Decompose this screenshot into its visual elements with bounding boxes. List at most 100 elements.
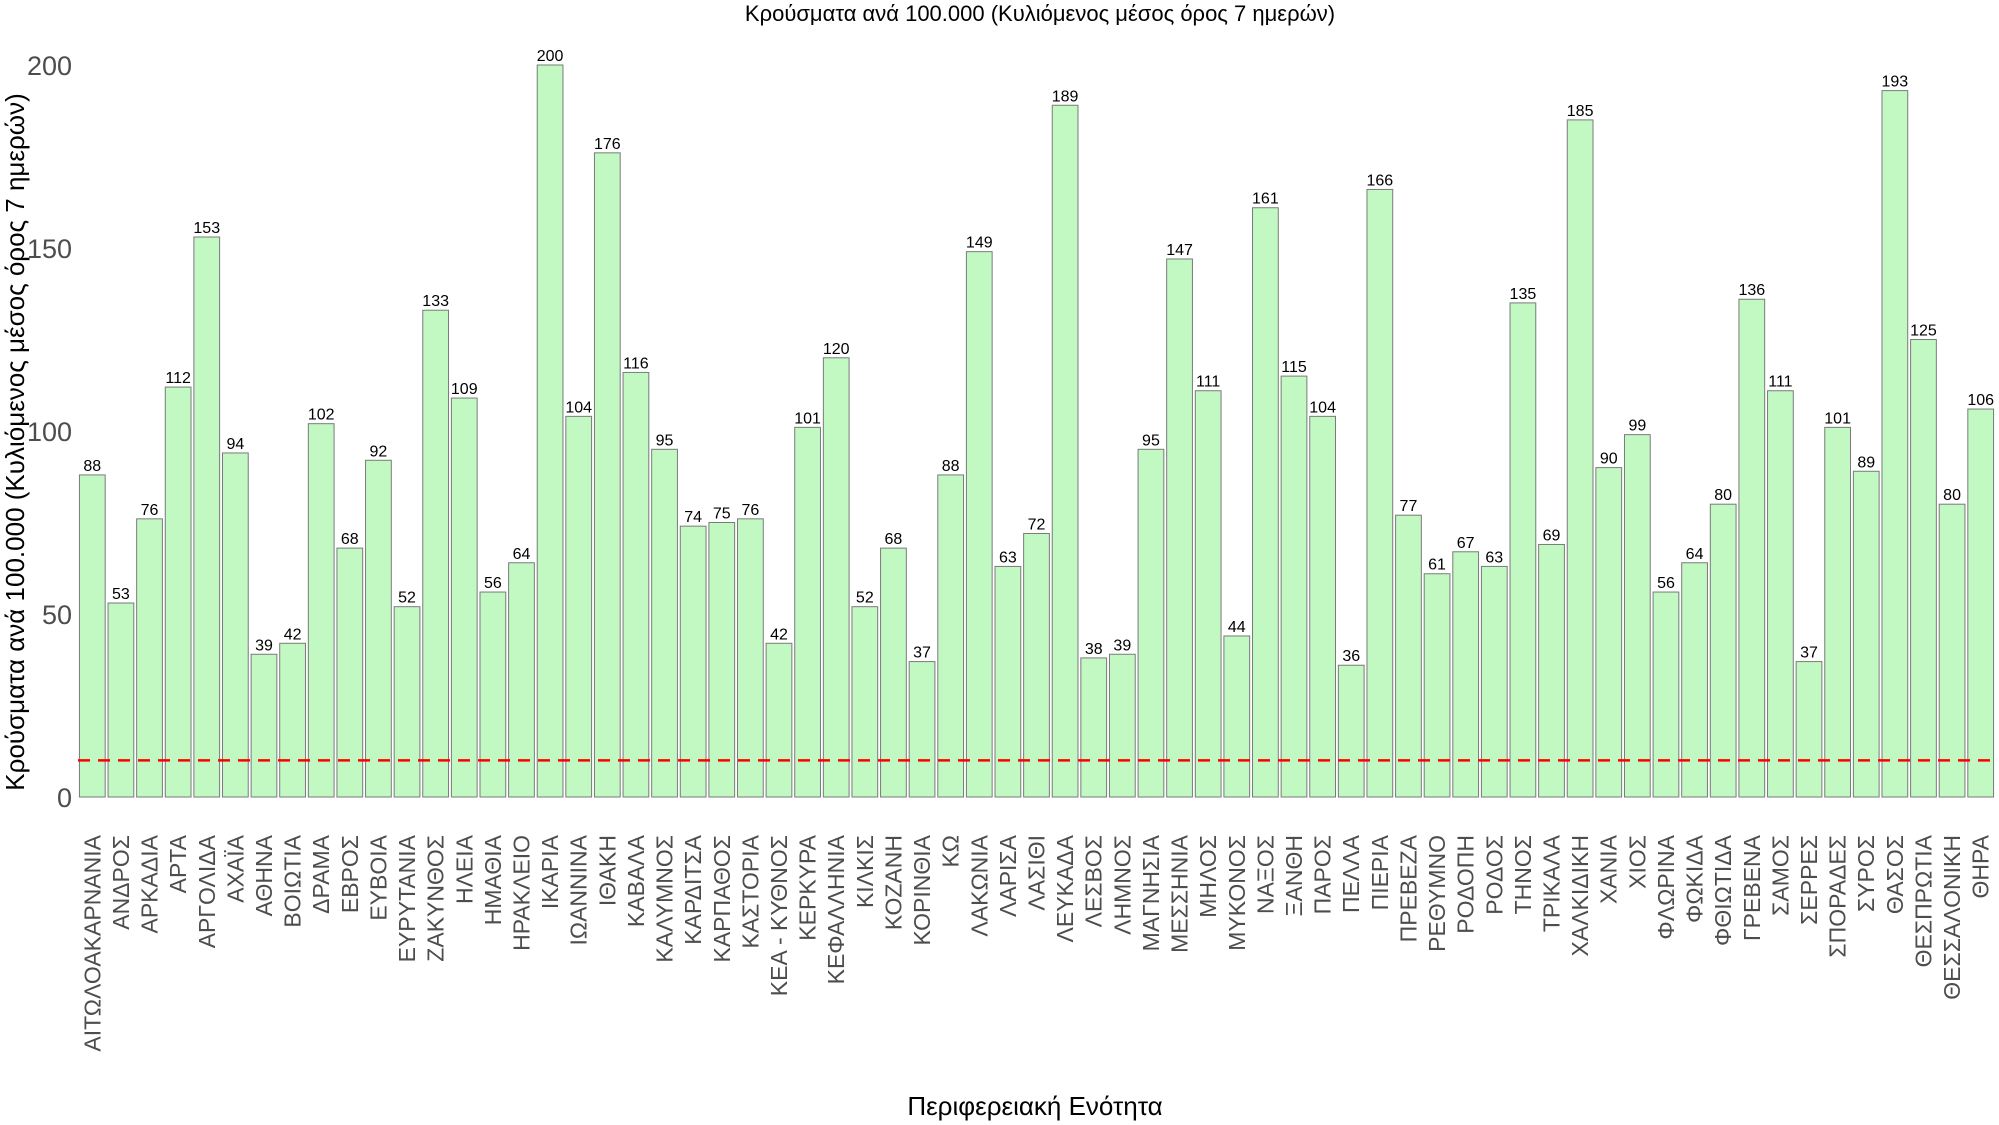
- bar: [1967, 408, 1995, 798]
- bar-value-label: 75: [713, 506, 731, 523]
- x-tick-label: ΑΡΓΟΛΙΔΑ: [194, 834, 220, 948]
- bar-value-label: 92: [370, 443, 388, 460]
- x-tick-label: ΕΥΡΥΤΑΝΙΑ: [394, 834, 420, 962]
- bar: [1452, 551, 1480, 798]
- bar: [422, 309, 450, 798]
- x-tick-label: ΣΠΟΡΑΔΕΣ: [1825, 835, 1851, 958]
- bar: [536, 64, 564, 798]
- x-tick-label: ΤΗΝΟΣ: [1510, 835, 1536, 914]
- bar-series: [78, 64, 1995, 798]
- bar-value-label: 68: [885, 531, 903, 548]
- bar-value-label: 115: [1281, 359, 1307, 376]
- bar: [880, 547, 907, 798]
- y-tick-label: 100: [27, 417, 72, 447]
- bar: [651, 448, 678, 798]
- bar-value-label: 63: [1485, 549, 1503, 566]
- x-tick-label: ΜΕΣΣΗΝΙΑ: [1167, 834, 1193, 953]
- chart-title: Κρούσματα ανά 100.000 (Κυλιόμενος μέσος …: [745, 1, 1335, 26]
- bar: [1023, 532, 1050, 798]
- bar-value-label: 36: [1342, 648, 1360, 665]
- bar-value-label: 200: [537, 48, 564, 65]
- x-tick-label: ΣΑΜΟΣ: [1767, 835, 1793, 916]
- bar: [1824, 426, 1852, 798]
- x-tick-label: ΝΑΞΟΣ: [1252, 835, 1278, 914]
- x-tick-label: ΚΑΛΥΜΝΟΣ: [652, 835, 678, 963]
- bar: [1280, 375, 1308, 798]
- bar: [307, 423, 335, 798]
- bar: [1538, 543, 1565, 798]
- bar: [1795, 661, 1823, 798]
- bar-value-label: 80: [1714, 487, 1732, 504]
- bar-value-label: 153: [193, 220, 220, 237]
- bar: [622, 371, 650, 798]
- bar-value-label: 102: [308, 407, 335, 424]
- bar: [765, 642, 793, 798]
- x-tick-label: ΛΑΚΩΝΙΑ: [966, 834, 992, 936]
- bar-value-label: 37: [1800, 645, 1818, 662]
- bar: [851, 606, 879, 798]
- bar-value-label: 149: [966, 235, 993, 252]
- x-tick-label: ΡΟΔΟΠΗ: [1453, 835, 1479, 934]
- x-tick-label: ΛΗΜΝΟΣ: [1109, 835, 1135, 935]
- x-tick-label: ΚΩ: [938, 835, 964, 868]
- bar: [107, 602, 135, 798]
- bar-value-label: 133: [422, 293, 449, 310]
- bar-value-label: 95: [656, 432, 674, 449]
- bar: [1681, 562, 1708, 798]
- bar-value-label: 99: [1628, 418, 1646, 435]
- bar: [479, 591, 507, 798]
- x-tick-label: ΕΒΡΟΣ: [337, 835, 363, 913]
- bar: [937, 474, 965, 798]
- bar: [1881, 90, 1909, 798]
- bar: [737, 518, 764, 798]
- y-axis: 0 50 100 150 200: [27, 51, 72, 813]
- bar-value-label: 64: [513, 546, 531, 563]
- x-tick-label: ΠΡΕΒΕΖΑ: [1395, 834, 1421, 942]
- x-tick-label: ΤΡΙΚΑΛΑ: [1539, 834, 1565, 932]
- x-tick-label: ΞΑΝΘΗ: [1281, 835, 1307, 916]
- bar: [1080, 657, 1108, 798]
- x-tick-label: ΘΕΣΣΑΛΟΝΙΚΗ: [1939, 835, 1965, 1000]
- bar: [1852, 470, 1880, 798]
- bar: [1767, 390, 1794, 798]
- bar-value-label: 56: [484, 575, 502, 592]
- bar: [565, 415, 593, 798]
- bar: [908, 661, 936, 798]
- bar: [822, 357, 850, 798]
- x-tick-label: ΙΚΑΡΙΑ: [537, 834, 563, 909]
- bar: [1595, 467, 1623, 798]
- y-tick-label: 50: [42, 600, 72, 630]
- bar-value-label: 95: [1142, 432, 1160, 449]
- bar: [78, 474, 106, 798]
- x-tick-label: ΜΥΚΟΝΟΣ: [1224, 835, 1250, 951]
- bar-value-label: 42: [284, 626, 302, 643]
- x-tick-label: ΛΑΣΙΘΙ: [1024, 835, 1050, 911]
- bar-value-label: 125: [1910, 323, 1937, 340]
- bar: [994, 565, 1022, 798]
- bar-value-label: 89: [1857, 454, 1875, 471]
- bar-value-label: 37: [913, 645, 931, 662]
- bar-value-label: 135: [1510, 286, 1537, 303]
- bar: [593, 152, 621, 798]
- bar-value-label: 193: [1882, 74, 1909, 91]
- bar-value-label: 76: [141, 502, 159, 519]
- bar-value-label: 106: [1967, 392, 1994, 409]
- bar: [1509, 302, 1537, 798]
- bar: [1423, 573, 1451, 798]
- x-tick-label: ΧΑΝΙΑ: [1596, 834, 1622, 904]
- bar-value-label: 94: [226, 436, 244, 453]
- bar-value-label: 76: [741, 502, 759, 519]
- x-tick-label: ΦΩΚΙΔΑ: [1682, 834, 1708, 923]
- bar: [1566, 119, 1594, 798]
- x-axis: ΑΙΤΩΛΟΑΚΑΡΝΑΝΙΑ ΑΝΔΡΟΣ ΑΡΚΑΔΙΑ ΑΡΤΑ ΑΡΓΟΛΙΔΑ…: [79, 834, 1993, 1051]
- x-tick-label: ΚΕΦΑΛΛΗΝΙΑ: [823, 834, 849, 984]
- x-tick-label: ΚΕΡΚΥΡΑ: [795, 834, 821, 940]
- x-tick-label: ΔΡΑΜΑ: [308, 834, 334, 913]
- x-tick-label: ΣΥΡΟΣ: [1853, 835, 1879, 912]
- bar-value-label: 104: [1309, 399, 1336, 416]
- x-tick-label: ΑΘΗΝΑ: [251, 834, 277, 916]
- bar-value-label: 88: [942, 458, 960, 475]
- x-tick-label: ΓΡΕΒΕΝΑ: [1739, 834, 1765, 941]
- bar: [508, 562, 535, 798]
